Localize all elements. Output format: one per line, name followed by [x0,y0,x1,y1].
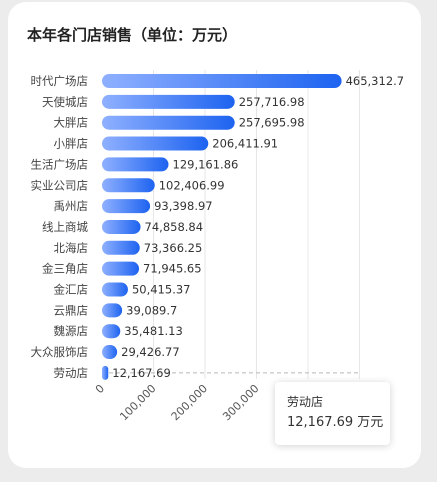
category-label: 大胖店 [54,116,89,130]
value-label: 465,312.7 [346,74,405,88]
bar[interactable] [102,303,123,318]
bar[interactable] [102,324,121,339]
value-label: 29,426.77 [121,345,180,359]
bars-group [102,74,342,380]
category-label: 北海店 [54,241,89,255]
value-label: 50,415.37 [132,283,191,297]
bar[interactable] [102,365,109,380]
category-label: 线上商城 [42,220,88,234]
value-label: 73,366.25 [144,241,203,255]
x-tick-label: 200,000 [169,382,210,423]
x-tick-label: 0 [93,382,107,396]
value-label: 74,858.84 [145,220,204,234]
chart-title: 本年各门店销售（单位：万元） [27,26,238,44]
x-tick-label: 300,000 [220,382,261,423]
bar[interactable] [102,261,140,276]
category-label: 劳动店 [54,366,89,380]
value-label: 39,089.7 [126,303,177,317]
bar[interactable] [102,157,169,172]
bar[interactable] [102,74,342,88]
grid-lines [102,70,360,379]
tooltip: 劳动店 12,167.69 万元 [275,382,390,445]
category-label: 禹州店 [54,199,89,213]
category-label: 小胖店 [54,137,89,151]
category-label: 实业公司店 [31,178,89,192]
category-label: 云鼎店 [54,303,89,317]
value-label: 129,161.86 [173,157,239,171]
category-label: 魏源店 [54,324,89,338]
category-label: 生活广场店 [31,157,89,171]
tooltip-store-name: 劳动店 [287,395,324,409]
bar[interactable] [102,178,155,193]
tooltip-value: 12,167.69 万元 [287,415,384,430]
bar[interactable] [102,115,235,130]
value-label: 102,406.99 [159,178,225,192]
category-label: 天使城店 [42,95,88,109]
value-label: 257,695.98 [239,116,305,130]
bar[interactable] [102,199,151,214]
bar[interactable] [102,94,235,109]
value-label: 257,716.98 [239,95,305,109]
value-label: 35,481.13 [124,324,183,338]
x-tick-label: 100,000 [117,382,158,423]
bar[interactable] [102,136,209,151]
category-label: 金汇店 [54,283,89,297]
bar[interactable] [102,240,140,255]
category-label: 时代广场店 [31,74,89,88]
value-label: 71,945.65 [143,262,202,276]
category-labels: 时代广场店天使城店大胖店小胖店生活广场店实业公司店禹州店线上商城北海店金三角店金… [31,74,89,380]
category-label: 大众服饰店 [31,345,89,359]
value-label: 206,411.91 [212,137,278,151]
bar[interactable] [102,282,128,297]
category-label: 金三角店 [42,262,88,276]
bar[interactable] [102,219,141,234]
bar[interactable] [102,345,118,360]
value-label: 12,167.69 [112,366,171,380]
value-labels: 465,312.7 257,716.98 257,695.98 206,411.91 1… [112,74,404,380]
value-label: 93,398.97 [154,199,213,213]
